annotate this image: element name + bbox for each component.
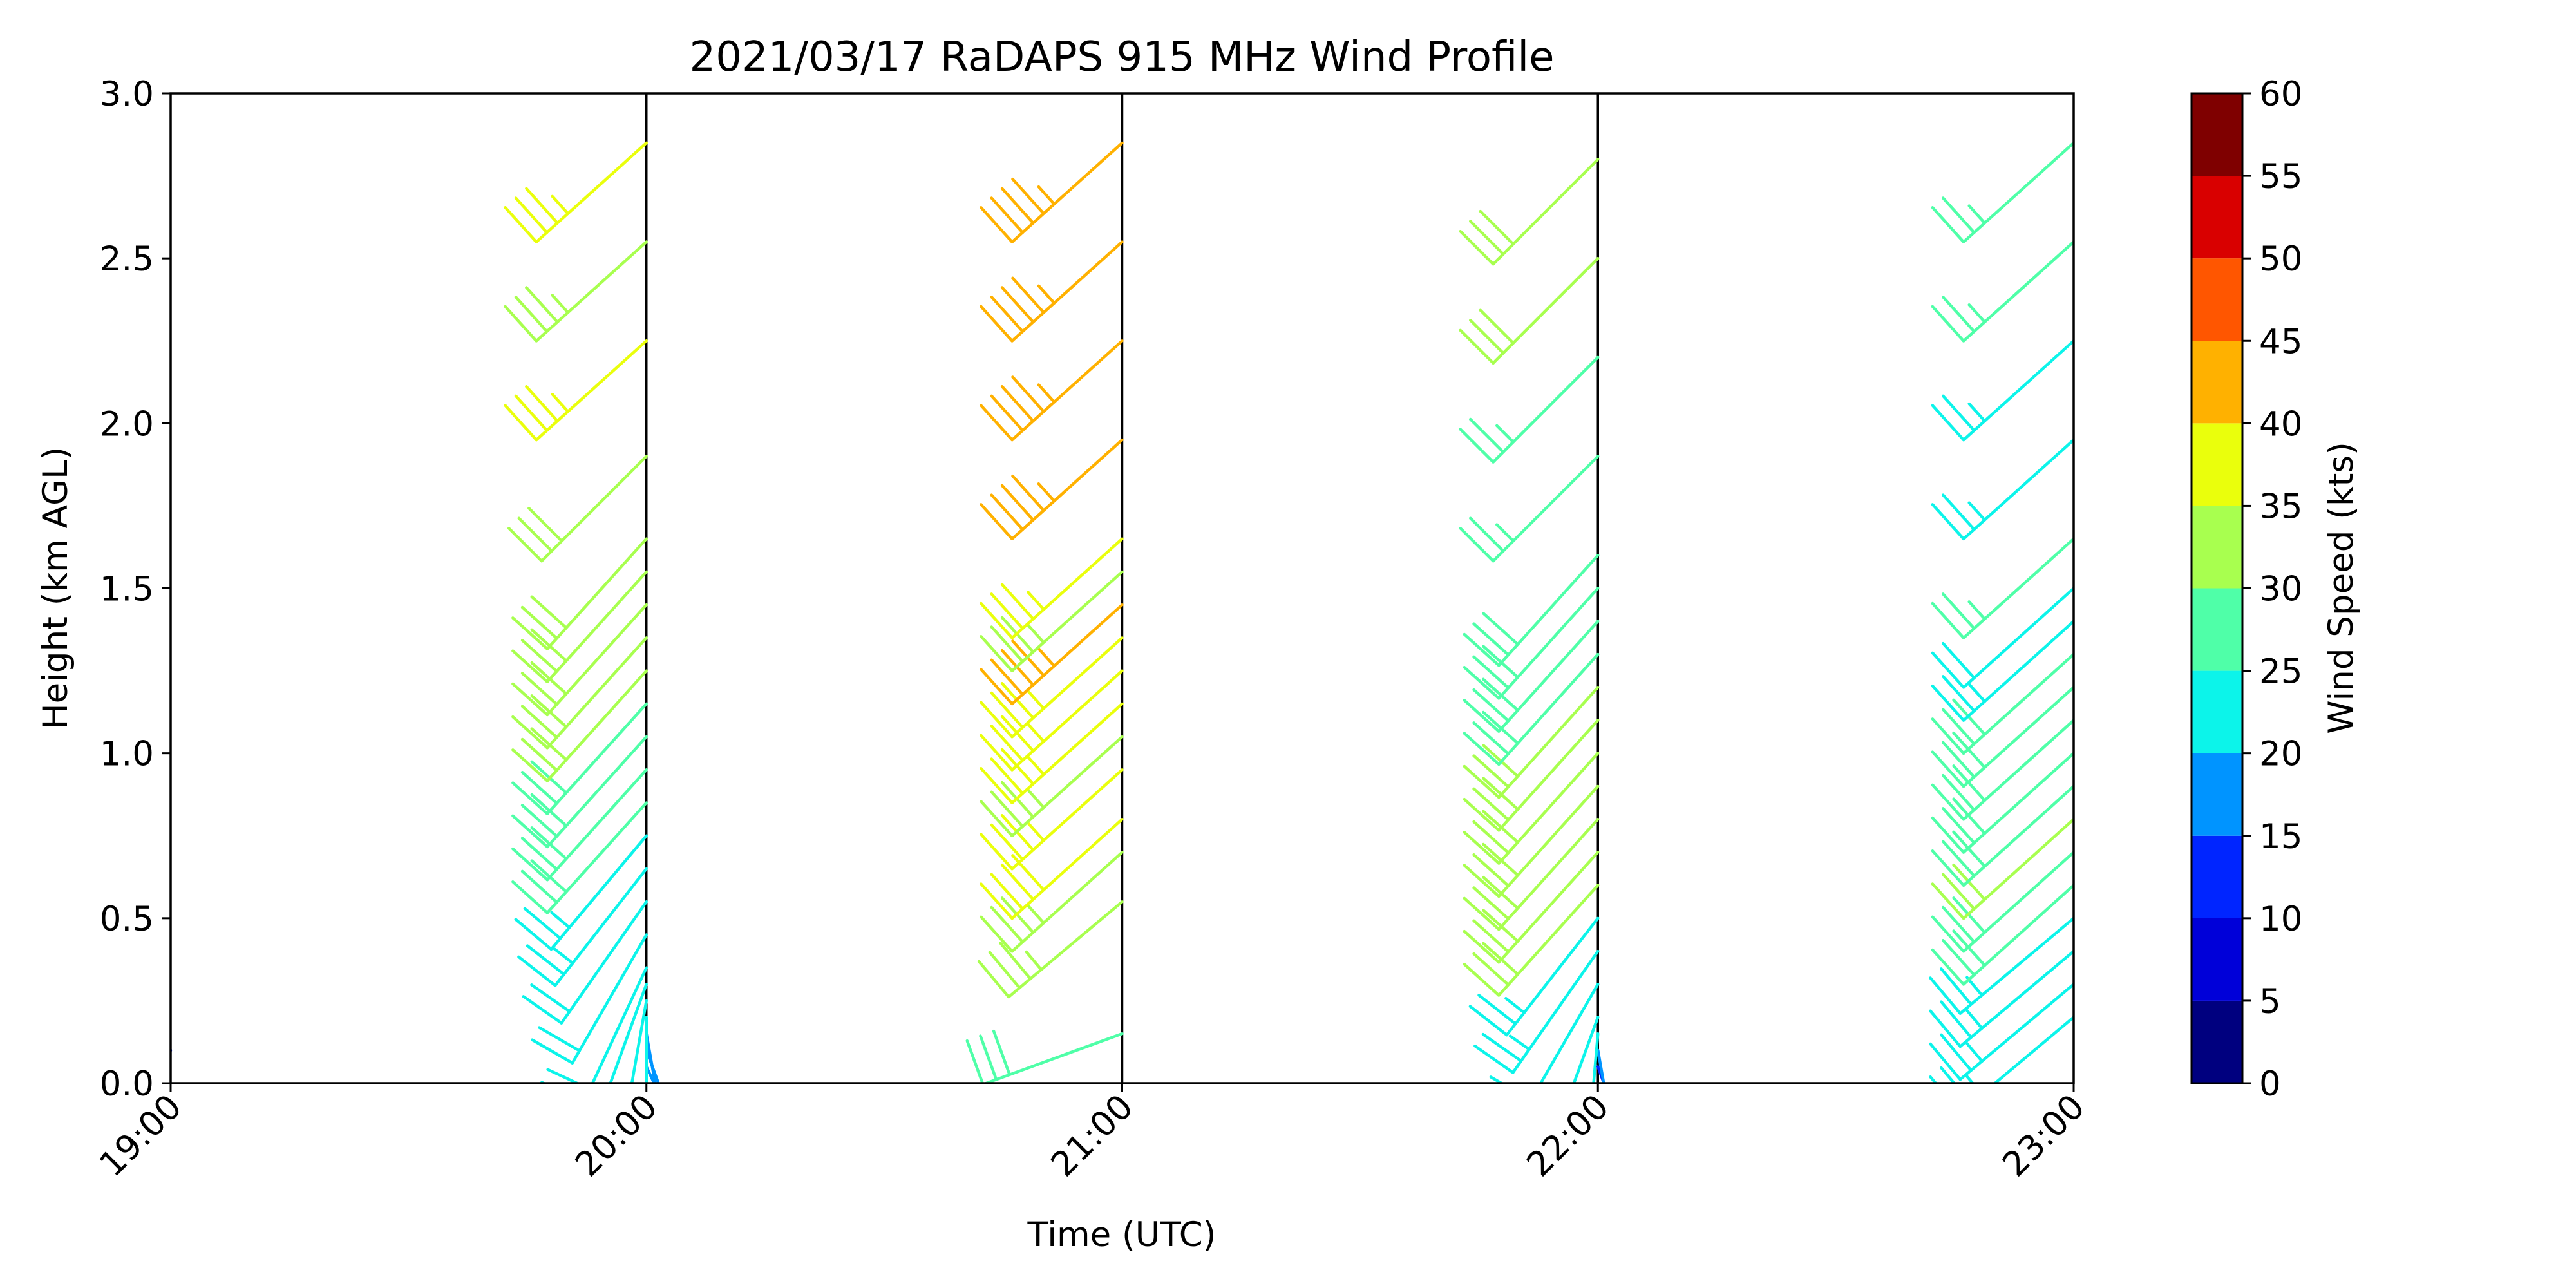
wind-barb (980, 240, 1124, 343)
colorbar-tick-label: 15 (2259, 817, 2302, 857)
wind-barb (1596, 1048, 1605, 1083)
colorbar-tick-label: 25 (2259, 652, 2302, 692)
x-axis-label: Time (UTC) (1027, 1215, 1217, 1255)
colorbar-tick-label: 20 (2259, 735, 2302, 774)
wind-barb (630, 999, 648, 1083)
wind-barb (511, 669, 648, 782)
colorbar-tick-label: 35 (2259, 487, 2302, 526)
colorbar-segment (2192, 258, 2242, 341)
wind-barb (980, 339, 1124, 442)
wind-barb (645, 1016, 648, 1083)
wind-barb (1929, 949, 2074, 1048)
wind-barb (1931, 438, 2074, 541)
wind-barb (504, 339, 648, 442)
y-tick-label: 1.5 (100, 570, 154, 609)
wind-barb (1931, 884, 2074, 986)
wind-barb (1459, 158, 1600, 266)
colorbar-segment (2192, 670, 2242, 753)
colorbar-segment (2192, 835, 2242, 918)
y-tick-label: 0.5 (100, 900, 154, 939)
wind-barb (531, 933, 648, 1065)
wind-barb (645, 1032, 657, 1083)
colorbar-label: Wind Speed (kts) (2322, 442, 2361, 734)
colorbar-segment (2192, 588, 2242, 671)
y-tick-label: 1.0 (100, 735, 154, 774)
wind-barb (980, 537, 1124, 639)
wind-barb (1931, 339, 2074, 442)
wind-barb (1929, 983, 2074, 1081)
colorbar: 0 5 10 15 20 25 30 35 40 45 50 55 60 (2190, 75, 2302, 1104)
wind-barb (977, 900, 1124, 999)
wind-barb (507, 455, 648, 563)
colorbar-tick-label: 30 (2259, 570, 2302, 609)
wind-barb (511, 603, 648, 717)
wind-barb (1931, 752, 2074, 854)
colorbar-segment (2192, 176, 2242, 259)
y-tick-label: 0.0 (100, 1065, 154, 1104)
colorbar-tick-label: 40 (2259, 404, 2302, 444)
wind-barb (980, 735, 1124, 838)
wind-barb (504, 141, 648, 244)
wind-barb (522, 900, 648, 1025)
colorbar-segment (2192, 93, 2242, 176)
wind-barb (1459, 455, 1600, 563)
y-tick-label: 2.0 (100, 404, 154, 444)
plot-area (169, 92, 2075, 1084)
wind-barb (1489, 983, 1600, 1083)
wind-barb (517, 867, 648, 987)
y-tick-label: 2.5 (100, 240, 154, 279)
colorbar-segment (2192, 423, 2242, 506)
wind-barb (1572, 1016, 1600, 1083)
colorbar-tick-label: 55 (2259, 157, 2302, 196)
wind-barb (540, 966, 648, 1083)
y-axis: 0.0 0.5 1.0 1.5 2.0 2.5 3.0 (100, 75, 171, 1104)
wind-barb (514, 834, 648, 951)
colorbar-segment (2192, 1000, 2242, 1083)
colorbar-tick-label: 0 (2259, 1065, 2281, 1104)
colorbar-tick-label: 50 (2259, 240, 2302, 279)
colorbar-tick-label: 60 (2259, 75, 2302, 114)
wind-barb (965, 1029, 1124, 1083)
wind-barb (980, 438, 1124, 541)
wind-barb (980, 141, 1124, 244)
wind-barb (511, 537, 648, 650)
wind-barb (1459, 355, 1600, 464)
chart-title: 2021/03/17 RaDAPS 915 MHz Wind Profile (690, 33, 1555, 81)
wind-barb (1931, 587, 2074, 689)
colorbar-tick-label: 10 (2259, 900, 2302, 939)
wind-barb (1459, 256, 1600, 365)
wind-barbs (171, 141, 2074, 1083)
wind-barb (980, 768, 1124, 871)
wind-barb (609, 983, 648, 1083)
wind-barb (1468, 916, 1600, 1037)
colorbar-segment (2192, 918, 2242, 1001)
colorbar-segment (2192, 753, 2242, 836)
wind-barb (504, 240, 648, 343)
wind-barb (980, 817, 1124, 920)
wind-barb (1592, 1032, 1600, 1083)
colorbar-segment (2192, 341, 2242, 424)
colorbar-tick-label: 5 (2259, 982, 2281, 1021)
wind-barb (1931, 620, 2074, 722)
colorbar-tick-label: 45 (2259, 322, 2302, 361)
wind-barb (1931, 652, 2074, 755)
wind-barb (1931, 537, 2074, 639)
wind-barb (1931, 240, 2074, 343)
wind-barb (1931, 817, 2074, 920)
wind-barb (1931, 141, 2074, 244)
wind-barb (1473, 949, 1600, 1074)
wind-barb (980, 851, 1124, 953)
y-tick-label: 3.0 (100, 75, 154, 114)
wind-barb (1463, 817, 1600, 931)
y-axis-label: Height (km AGL) (36, 447, 75, 730)
colorbar-segment (2192, 506, 2242, 589)
wind-barb (1463, 554, 1600, 667)
